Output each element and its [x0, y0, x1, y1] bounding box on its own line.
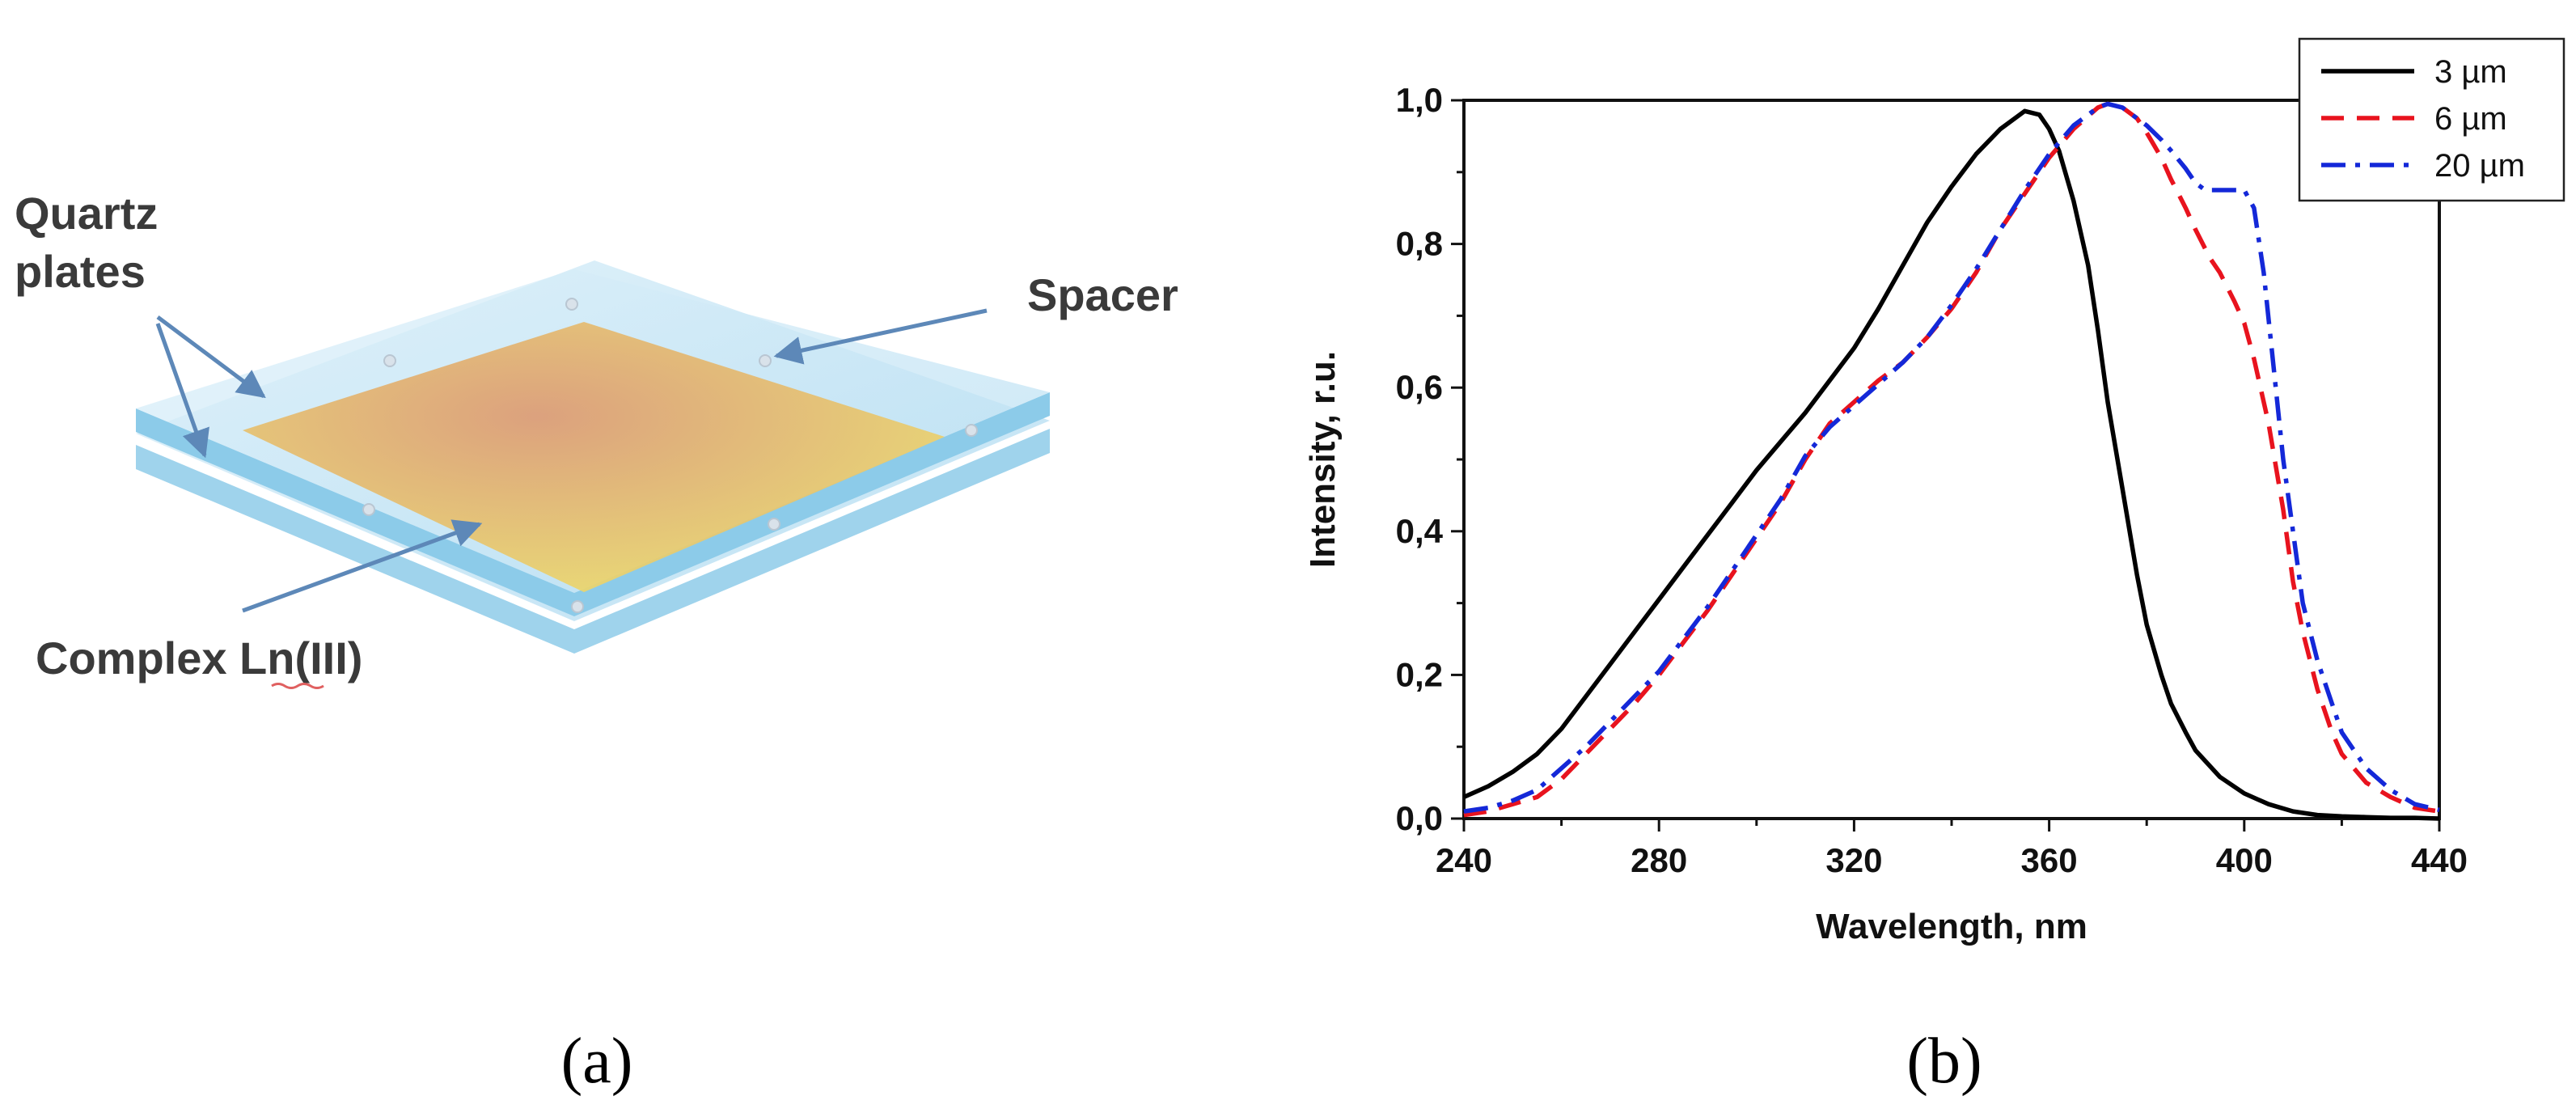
spacer-dots: [362, 298, 978, 613]
quartz-label-line2: plates: [15, 246, 146, 297]
y-tick-label: 0,6: [1396, 368, 1443, 406]
series-line-2: [1463, 101, 2440, 818]
panel-a-illustration: Quartz plates Spacer Complex Ln(III): [15, 188, 1178, 689]
legend-label-2: 6 µm: [2434, 101, 2507, 137]
x-axis: 240 280 320 360 400 440: [1436, 819, 2468, 879]
upper-plate-edge: [136, 392, 1050, 616]
spacer-dot: [759, 354, 772, 367]
plot-frame: [1462, 99, 2441, 820]
spacer-arrow: [773, 308, 988, 365]
lower-plate-edge: [136, 429, 1050, 654]
y-tick-label: 0,0: [1396, 799, 1443, 837]
spacer-dot: [965, 424, 978, 437]
callout-arrows: [155, 308, 988, 613]
spectrum-chart: 240 280 320 360 400 440 0,0 0,2 0,4 0,6 0,8 1,0 Wa…: [1303, 37, 2565, 946]
x-tick-label: 440: [2411, 841, 2468, 879]
x-tick-label: 320: [1825, 841, 1882, 879]
y-axis-title: Intensity, r.u.: [1303, 351, 1343, 568]
complex-arrow: [242, 519, 483, 613]
complex-film: [243, 322, 945, 592]
x-tick-label: 280: [1631, 841, 1687, 879]
y-tick-label: 0,4: [1396, 512, 1444, 550]
y-tick-label: 0,8: [1396, 225, 1443, 263]
x-axis-title: Wavelength, nm: [1816, 907, 2087, 946]
spacer-dot: [768, 518, 780, 531]
legend: 3 µm 6 µm 20 µm: [2298, 37, 2565, 202]
legend-label-1: 3 µm: [2434, 54, 2507, 90]
spacer-dot: [362, 503, 375, 516]
spacer-dot: [571, 600, 584, 613]
spacer-label: Spacer: [1027, 269, 1178, 320]
y-axis: 0,0 0,2 0,4 0,6 0,8 1,0: [1396, 81, 1464, 837]
spacer-dot: [565, 298, 578, 311]
spellcheck-underline: [271, 683, 324, 689]
panel-b-label: (b): [1906, 1026, 1982, 1097]
x-tick-label: 400: [2216, 841, 2273, 879]
quartz-arrow-lower: [155, 323, 209, 459]
series-layer: [1462, 101, 2440, 821]
y-tick-label: 0,2: [1396, 655, 1443, 693]
series-line-3: [1463, 101, 2440, 814]
y-tick-label: 1,0: [1396, 81, 1443, 119]
x-tick-label: 360: [2021, 841, 2078, 879]
legend-label-3: 20 µm: [2434, 148, 2525, 184]
quartz-label-line1: Quartz: [15, 188, 158, 239]
x-tick-label: 240: [1436, 841, 1492, 879]
panel-a-label: (a): [561, 1026, 633, 1097]
quartz-arrow-upper: [156, 315, 266, 399]
series-line-1: [1462, 108, 2440, 821]
spacer-dot: [383, 354, 396, 367]
complex-label: Complex Ln(III): [36, 633, 362, 683]
